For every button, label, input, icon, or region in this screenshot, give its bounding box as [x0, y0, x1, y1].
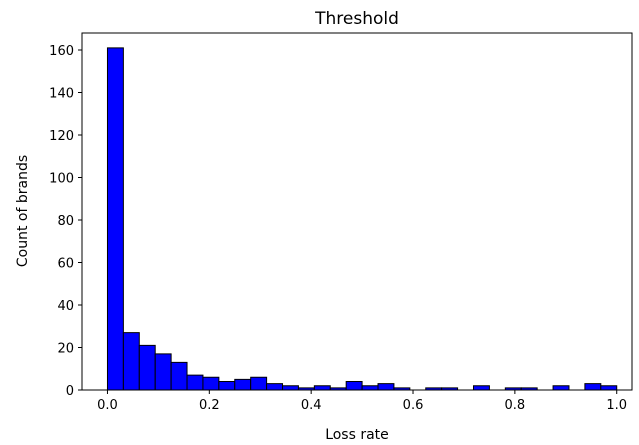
x-tick-label: 0.6	[403, 398, 424, 413]
histogram-bar	[218, 381, 236, 391]
histogram-bar	[266, 383, 284, 391]
histogram-bar	[138, 344, 156, 391]
histogram-bar	[600, 385, 618, 391]
y-tick-label: 140	[49, 87, 74, 102]
x-axis-ticks: 0.0 0.2 0.4 0.6 0.8 1.0	[97, 390, 627, 413]
y-axis-ticks: 0 20 40 60 80 100 120 140 160	[49, 44, 82, 399]
histogram-bar	[472, 385, 490, 391]
chart-title: Threshold	[314, 9, 399, 29]
x-tick-label: 1.0	[606, 398, 627, 413]
histogram-bar	[170, 361, 188, 391]
histogram-bar	[202, 376, 220, 391]
histogram-bar	[552, 385, 570, 391]
x-tick-label: 0.8	[505, 398, 526, 413]
plot-frame	[81, 32, 633, 391]
histogram-bar	[282, 385, 299, 391]
histogram-bar	[345, 381, 363, 391]
histogram-bar	[584, 383, 602, 391]
x-tick-label: 0.2	[199, 398, 220, 413]
y-tick-label: 20	[57, 342, 74, 357]
y-tick-label: 120	[49, 129, 74, 144]
x-tick-label: 0.0	[97, 398, 118, 413]
x-tick-label: 0.4	[301, 398, 322, 413]
y-tick-label: 60	[57, 257, 74, 272]
histogram-bar	[313, 385, 331, 391]
y-tick-label: 100	[49, 172, 74, 187]
y-tick-label: 80	[57, 214, 74, 229]
y-tick-label: 160	[49, 44, 74, 59]
histogram-bar	[234, 378, 252, 391]
histogram-bar	[154, 353, 172, 391]
histogram-bar	[106, 47, 124, 391]
bar-group	[106, 47, 618, 391]
y-axis-label: Count of brands	[15, 155, 31, 267]
y-tick-label: 40	[57, 299, 74, 314]
x-axis-label: Loss rate	[325, 427, 389, 443]
histogram-bar	[377, 383, 395, 391]
histogram-bar	[186, 374, 204, 391]
histogram-bar	[361, 385, 379, 391]
y-tick-label: 0	[66, 384, 74, 399]
histogram-bar	[250, 376, 268, 391]
histogram-bar	[122, 332, 140, 391]
